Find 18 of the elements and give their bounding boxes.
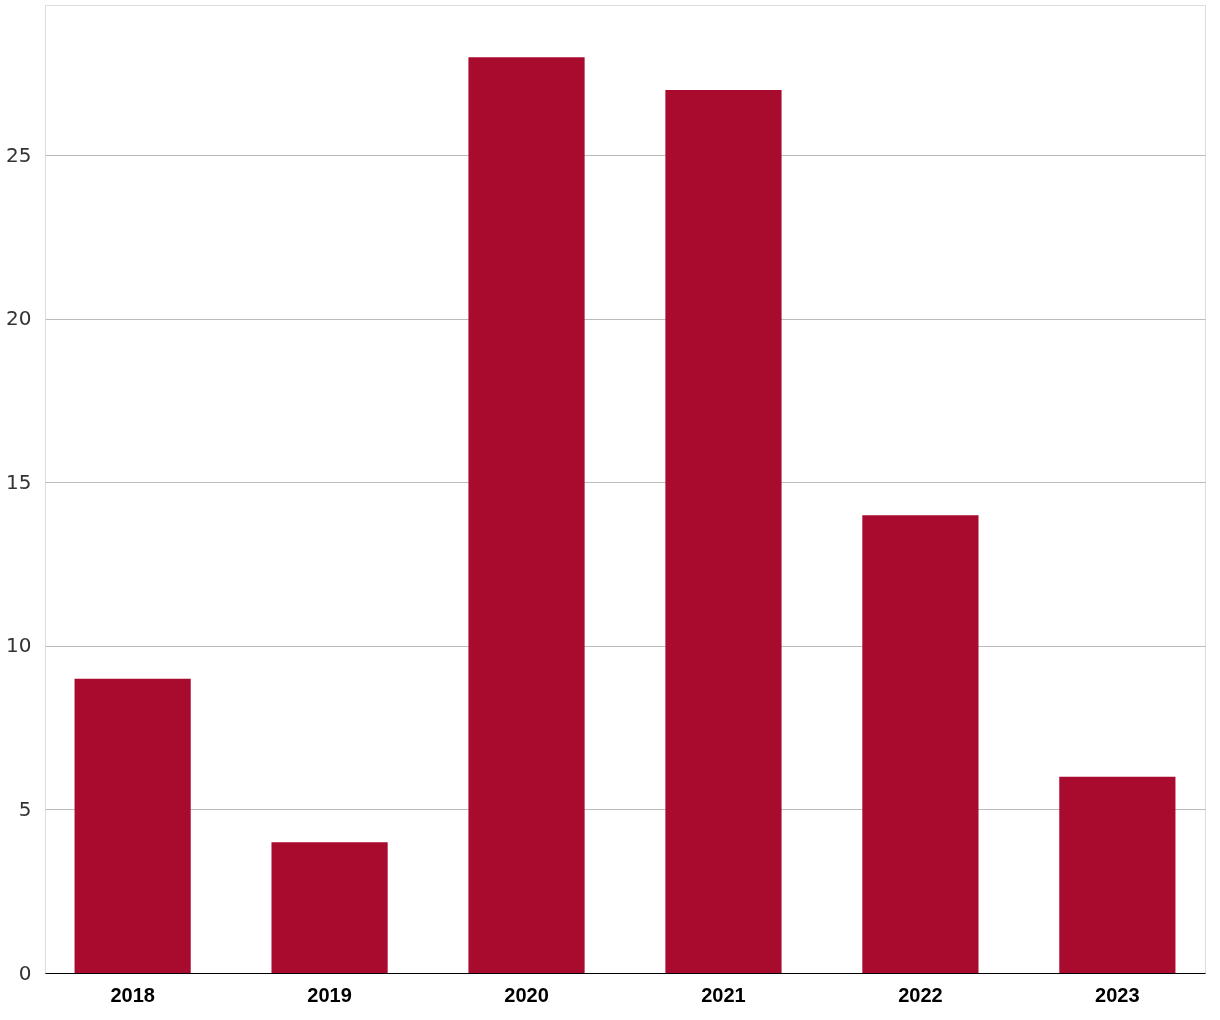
x-tick-label: 2020: [504, 983, 549, 1006]
y-tick-label: 0: [18, 960, 32, 985]
y-tick-label: 10: [6, 633, 32, 658]
x-tick-label: 2022: [898, 983, 943, 1006]
bar: [1059, 776, 1176, 973]
x-tick-label: 2018: [110, 983, 155, 1006]
bar: [74, 678, 191, 973]
y-tick-label: 20: [6, 306, 32, 331]
y-tick-label: 15: [6, 469, 32, 494]
bar: [665, 90, 782, 973]
x-tick-label: 2019: [307, 983, 352, 1006]
y-tick-label: 5: [18, 796, 32, 821]
bar: [271, 842, 388, 973]
bar: [862, 515, 979, 973]
bar: [468, 57, 585, 973]
y-tick-label: 25: [6, 142, 32, 167]
x-tick-label: 2023: [1095, 983, 1140, 1006]
x-tick-label: 2021: [701, 983, 746, 1006]
